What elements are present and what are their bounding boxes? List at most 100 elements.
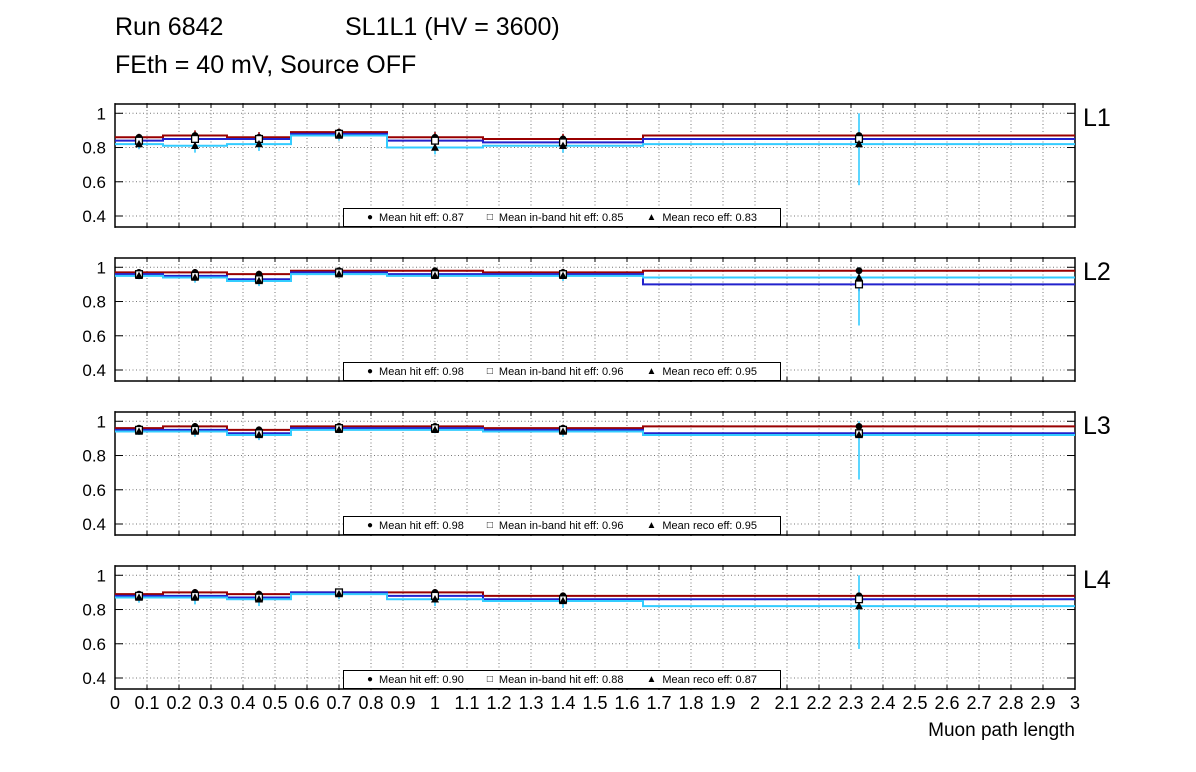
panel-l3-plot: 0.4 0.6 0.8 1 [82,411,1076,536]
x-axis-labels: 0 0.1 0.2 0.3 0.4 0.5 0.6 0.7 0.8 0.9 1 1.1 1.2 1.3 1.… [0,693,1196,717]
x-tick-label: 2.6 [934,693,960,713]
legend-label: Mean hit eff: 0.90 [379,673,464,686]
y-tick-label: 0.8 [82,139,106,158]
marker-triangle [559,596,567,605]
marker-triangle [559,427,567,435]
filled-triangle-icon: ▲ [646,519,657,531]
legend-l2: ● Mean hit eff: 0.98 □ Mean in-band hit ef… [343,362,781,381]
marker-square [190,134,200,144]
panel-l1-plot: 0.4 0.6 0.8 1 [82,103,1076,228]
legend-label: Mean reco eff: 0.83 [662,211,757,224]
series-line-inband [115,132,1075,144]
y-tick-label: 1 [97,104,106,123]
x-tick-label: 0.5 [262,693,288,713]
x-tick-label: 2.9 [1030,693,1056,713]
marker-triangle [559,141,567,150]
x-tick-label: 1.6 [614,693,640,713]
legend-l3: ● Mean hit eff: 0.98 □ Mean in-band hit ef… [343,516,781,535]
marker-square [430,136,440,145]
filled-triangle-icon: ▲ [646,365,657,377]
legend-entry-reco: ▲ Mean reco eff: 0.87 [646,674,757,686]
marker-triangle [255,139,263,148]
marker-triangle [191,427,199,435]
filled-triangle-icon: ▲ [646,673,657,685]
legend-label: Mean in-band hit eff: 0.96 [498,519,624,532]
plot-frame [114,411,1076,536]
marker-triangle [135,593,143,601]
open-square-icon: □ [486,211,493,223]
legend-entry-reco: ▲ Mean reco eff: 0.95 [646,366,757,378]
marker-triangle [335,269,343,278]
legend-entry-reco: ▲ Mean reco eff: 0.83 [646,212,757,224]
panel-label-l1: L1 [1083,104,1111,132]
legend-entry-inband: □ Mean in-band hit eff: 0.85 [487,212,624,224]
title-run: Run 6842 [115,13,224,41]
open-square-icon: □ [486,519,493,531]
series-line-reco [115,273,1075,282]
panel-label-l2: L2 [1083,258,1111,286]
title-conditions: FEth = 40 mV, Source OFF [115,51,417,79]
x-tick-label: 0.2 [166,693,192,713]
y-tick-label: 0.4 [82,515,106,534]
legend-entry-inband: □ Mean in-band hit eff: 0.96 [487,366,624,378]
x-tick-label: 1.4 [550,693,576,713]
x-tick-label: 1 [429,693,441,713]
panel-label-l4: L4 [1083,566,1111,594]
x-tick-label: 2.8 [998,693,1024,713]
marker-triangle [191,593,199,601]
panel-label-l3: L3 [1083,412,1111,440]
open-square-icon: □ [486,673,493,685]
filled-circle-icon: ● [367,211,374,223]
plot-frame [114,257,1076,382]
legend-label: Mean hit eff: 0.98 [379,519,464,532]
panel-l4: 0.4 0.6 0.8 1 ● Mean hit eff: 0.90 □ Mean in-… [0,565,1196,690]
x-tick-label: 2.1 [774,693,800,713]
marker-triangle [335,131,343,139]
marker-circle [855,267,863,275]
filled-circle-icon: ● [367,365,374,377]
legend-label: Mean reco eff: 0.87 [662,673,757,686]
series-line-hit [115,425,1075,431]
marker-triangle [191,273,199,281]
panel-l3: 0.4 0.6 0.8 1 ● Mean hit eff: 0.98 □ Mean in-… [0,411,1196,536]
legend-entry-inband: □ Mean in-band hit eff: 0.96 [487,520,624,532]
y-tick-label: 0.4 [82,669,106,688]
x-tick-label: 1.2 [486,693,512,713]
y-tick-label: 0.6 [82,173,106,192]
x-tick-label: 1.7 [646,693,672,713]
legend-l4: ● Mean hit eff: 0.90 □ Mean in-band hit ef… [343,670,781,689]
legend-label: Mean hit eff: 0.98 [379,365,464,378]
y-tick-label: 1 [97,566,106,585]
x-tick-label: 1.1 [454,693,480,713]
legend-entry-inband: □ Mean in-band hit eff: 0.88 [487,674,624,686]
legend-entry-hit: ● Mean hit eff: 0.87 [367,212,464,224]
x-tick-label: 0.7 [326,693,352,713]
panel-l4-plot: 0.4 0.6 0.8 1 [82,565,1076,690]
marker-triangle [255,595,263,603]
legend-label: Mean in-band hit eff: 0.88 [498,673,624,686]
x-tick-label: 1.5 [582,693,608,713]
x-tick-label: 0.4 [230,693,256,713]
legend-label: Mean reco eff: 0.95 [662,365,757,378]
marker-triangle [255,276,263,285]
y-tick-label: 0.8 [82,447,106,466]
marker-triangle [135,271,143,280]
y-tick-label: 0.6 [82,481,106,500]
legend-entry-hit: ● Mean hit eff: 0.90 [367,674,464,686]
x-axis-title: Muon path length [928,720,1075,741]
legend-label: Mean hit eff: 0.87 [379,211,464,224]
x-tick-label: 1.9 [710,693,736,713]
marker-triangle [855,139,863,148]
filled-triangle-icon: ▲ [646,211,657,223]
y-tick-label: 0.4 [82,207,106,226]
y-tick-label: 1 [97,258,106,277]
marker-square [854,595,864,604]
x-tick-label: 0.9 [390,693,416,713]
x-tick-label: 2.4 [870,693,896,713]
marker-triangle [431,143,439,151]
y-tick-label: 0.6 [82,635,106,654]
marker-triangle [335,589,343,598]
y-tick-label: 0.6 [82,327,106,346]
panel-l1: 0.4 0.6 0.8 1 ● Mean hit eff: 0.87 □ Mean in-… [0,103,1196,228]
